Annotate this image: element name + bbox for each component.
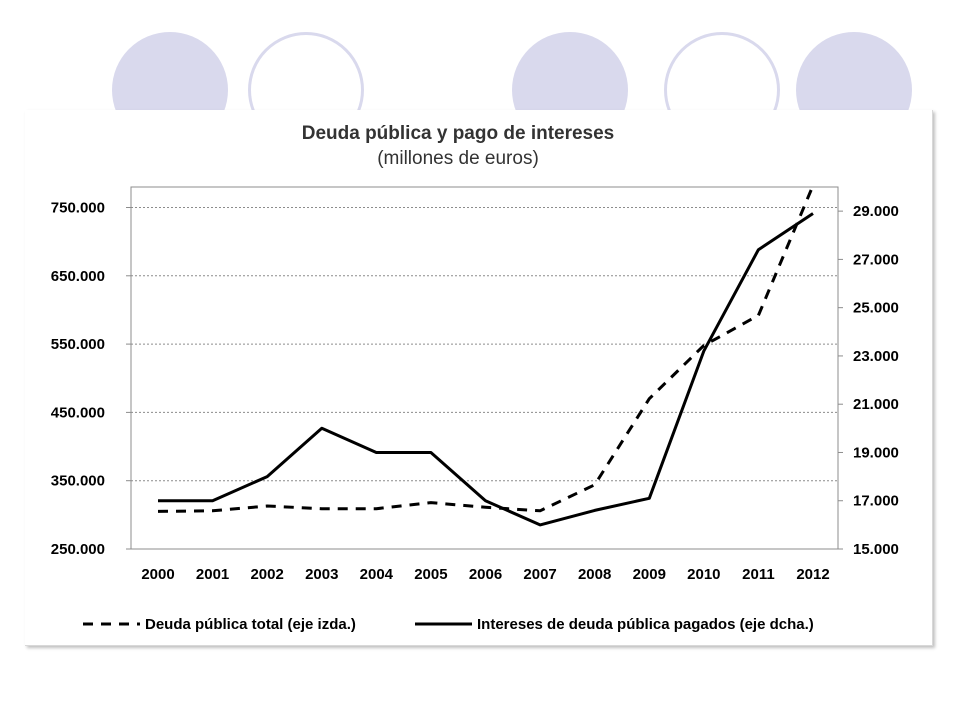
- left-tick-label: 450.000: [51, 404, 105, 421]
- x-axis-ticks: 2000 2001 2002 2003 2004 2005 2006 2007 2008 2009…: [141, 566, 829, 583]
- grid-lines: [131, 206, 838, 482]
- legend: Deuda pública total (eje izda.) Interese…: [83, 616, 814, 633]
- right-tick-label: 25.000: [853, 300, 899, 317]
- plot-area: [130, 186, 839, 550]
- x-tick-label: 2009: [633, 566, 666, 583]
- series-line-intereses: [158, 212, 814, 527]
- series-lines: [157, 185, 815, 527]
- legend-label-deuda: Deuda pública total (eje izda.): [145, 616, 356, 633]
- x-tick-label: 2003: [305, 566, 338, 583]
- right-tick-label: 19.000: [853, 444, 899, 461]
- right-tick-label: 29.000: [853, 203, 899, 220]
- x-tick-label: 2010: [687, 566, 720, 583]
- x-tick-label: 2002: [250, 566, 283, 583]
- x-tick-label: 2005: [414, 566, 447, 583]
- chart-title: Deuda pública y pago de intereses: [302, 123, 615, 144]
- x-tick-label: 2011: [742, 566, 775, 583]
- left-tick-label: 650.000: [51, 268, 105, 285]
- right-tick-label: 27.000: [853, 251, 899, 268]
- x-tick-label: 2006: [469, 566, 502, 583]
- chart-svg: Deuda pública y pago de intereses (millo…: [51, 123, 899, 633]
- x-tick-label: 2008: [578, 566, 611, 583]
- left-tick-label: 250.000: [51, 541, 105, 558]
- legend-label-intereses: Intereses de deuda pública pagados (eje …: [477, 616, 814, 633]
- x-tick-label: 2000: [141, 566, 174, 583]
- right-axis-ticks: 15.000 17.000 19.000 21.000 23.000 25.000 27.0…: [838, 203, 899, 558]
- chart-subtitle: (millones de euros): [377, 148, 539, 169]
- right-tick-label: 17.000: [853, 493, 899, 510]
- x-tick-label: 2012: [796, 566, 829, 583]
- right-tick-label: 21.000: [853, 396, 899, 413]
- x-tick-label: 2007: [523, 566, 556, 583]
- right-tick-label: 15.000: [853, 541, 899, 558]
- left-tick-label: 350.000: [51, 473, 105, 490]
- right-tick-label: 23.000: [853, 348, 899, 365]
- left-axis-ticks: 250.000 350.000 450.000 550.000 650.000 750.0…: [51, 199, 131, 558]
- plot-border: [130, 186, 839, 550]
- x-tick-label: 2001: [196, 566, 229, 583]
- left-tick-label: 550.000: [51, 336, 105, 353]
- chart-panel: Deuda pública y pago de intereses (millo…: [25, 110, 933, 646]
- series-line-deuda: [157, 185, 815, 513]
- x-tick-label: 2004: [360, 566, 394, 583]
- left-tick-label: 750.000: [51, 199, 105, 216]
